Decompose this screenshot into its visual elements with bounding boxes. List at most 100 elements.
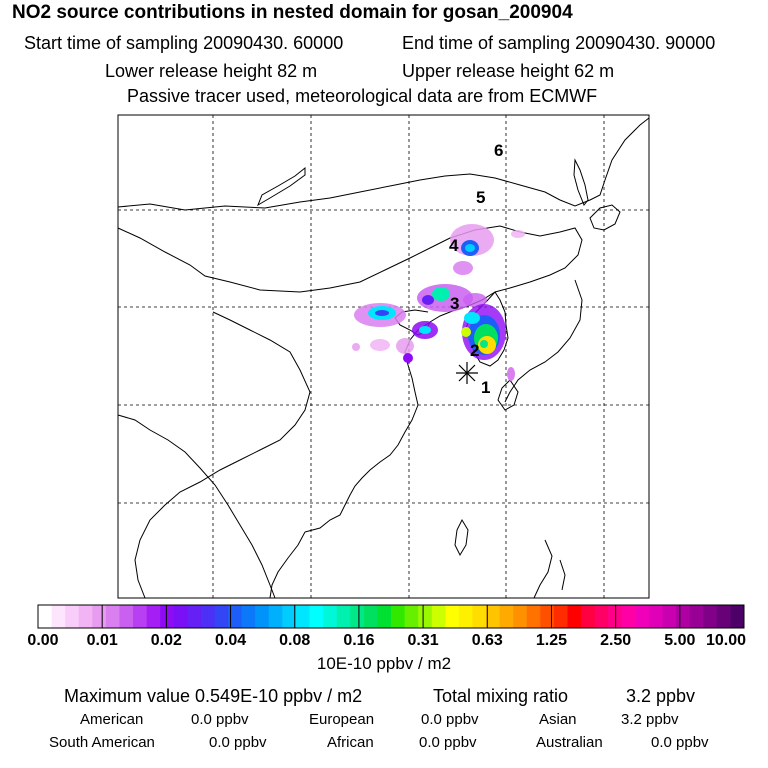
source-blob xyxy=(507,367,515,381)
northern-border xyxy=(117,225,583,293)
source-blob xyxy=(422,295,434,305)
trajectory-label: 1 xyxy=(481,378,490,397)
source-blob xyxy=(370,339,390,351)
colorbar-swatch xyxy=(621,605,636,628)
colorbar-tick-label: 0.04 xyxy=(215,632,246,649)
colorbar-swatch xyxy=(486,605,501,628)
colorbar-unit: 10E-10 ppbv / m2 xyxy=(316,654,452,673)
colorbar-swatch xyxy=(65,605,80,628)
region-name: American xyxy=(80,711,144,728)
colorbar-swatch xyxy=(160,605,175,628)
sea-coast xyxy=(304,291,496,533)
colorbar-swatch xyxy=(540,605,555,628)
source-blob xyxy=(511,230,525,238)
source-blob xyxy=(419,326,431,334)
source-blob xyxy=(396,338,414,354)
total-mixing-label: Total mixing ratio xyxy=(433,686,569,706)
colorbar-swatch xyxy=(268,605,283,628)
tracer-note: Passive tracer used, meteorological data… xyxy=(127,86,598,106)
colorbar-swatch xyxy=(295,605,311,628)
colorbar-swatch xyxy=(173,605,188,628)
southwest-border xyxy=(117,414,276,599)
colorbar-swatch xyxy=(119,605,134,628)
colorbar-tick-label: 2.50 xyxy=(600,632,631,649)
colorbar-swatch xyxy=(255,605,270,628)
colorbar-swatch xyxy=(458,605,473,628)
source-blob xyxy=(461,327,471,337)
upper-release-height: Upper release height 62 m xyxy=(402,61,615,81)
source-blob xyxy=(480,340,488,348)
total-mixing-value: 3.2 ppbv xyxy=(626,686,696,706)
colorbar-swatch xyxy=(526,605,541,628)
colorbar-swatch xyxy=(92,605,107,628)
colorbar-swatch xyxy=(133,605,148,628)
colorbar-swatch xyxy=(472,605,487,628)
trajectory-label: 3 xyxy=(450,294,459,313)
region-name: African xyxy=(327,734,374,751)
colorbar-swatch xyxy=(730,605,745,628)
colorbar-swatch xyxy=(567,605,582,628)
colorbar-swatch xyxy=(38,605,53,628)
colorbar-swatch xyxy=(187,605,202,628)
region-value: 0.0 ppbv xyxy=(419,734,477,751)
trajectory-markers: 1 2 3 4 5 6 xyxy=(449,141,503,397)
colorbar-tick-label: 0.01 xyxy=(87,632,118,649)
colorbar-swatch xyxy=(350,605,365,628)
colorbar-tick-label: 5.00 xyxy=(664,632,695,649)
colorbar-swatch xyxy=(676,605,691,628)
vietnam-coast xyxy=(269,531,306,599)
source-blob xyxy=(403,353,413,363)
region-value: 3.2 ppbv xyxy=(621,711,679,728)
chart-title: NO2 source contributions in nested domai… xyxy=(12,2,573,23)
region-name: Asian xyxy=(539,711,577,728)
colorbar-tick-label: 0.02 xyxy=(151,632,182,649)
lake-baikal xyxy=(256,166,306,207)
taiwan xyxy=(454,518,469,557)
source-blob xyxy=(465,244,475,252)
lower-release-height: Lower release height 82 m xyxy=(105,61,318,81)
colorbar-swatch xyxy=(214,605,229,628)
max-value: Maximum value 0.549E-10 ppbv / m2 xyxy=(64,686,363,706)
colorbar-swatches xyxy=(37,604,745,629)
region-name: European xyxy=(309,711,375,728)
trajectory-label: 5 xyxy=(476,188,485,207)
colorbar-swatch xyxy=(78,605,93,628)
colorbar-tick-label: 1.25 xyxy=(536,632,567,649)
source-blob xyxy=(464,312,480,324)
colorbar-swatch xyxy=(51,605,66,628)
colorbar-ticks: 0.00 0.01 0.02 0.04 0.08 0.16 0.31 0.63 1.25 2.50… xyxy=(27,605,746,649)
colorbar-swatch xyxy=(282,605,297,628)
trajectory-label: 6 xyxy=(494,141,503,160)
russia-coast xyxy=(117,117,650,211)
colorbar-swatch xyxy=(336,605,351,628)
philippines xyxy=(533,539,566,599)
colorbar-tick-label: 0.08 xyxy=(279,632,310,649)
colorbar-swatch xyxy=(323,605,338,628)
japan-hokkaido xyxy=(589,204,621,231)
coastlines xyxy=(117,117,650,599)
region-name: South American xyxy=(49,734,155,751)
japan-kyushu xyxy=(497,379,519,411)
colorbar-swatch xyxy=(391,605,406,628)
colorbar-swatch xyxy=(228,605,243,628)
source-blob xyxy=(375,310,389,316)
colorbar-swatch xyxy=(418,605,433,628)
colorbar-tick-label: 0.00 xyxy=(27,632,58,649)
colorbar-tick-label: 0.63 xyxy=(472,632,503,649)
colorbar-swatch xyxy=(499,605,514,628)
colorbar-swatch xyxy=(716,605,731,628)
region-value: 0.0 ppbv xyxy=(651,734,709,751)
colorbar-swatch xyxy=(581,605,596,628)
colorbar-swatch xyxy=(431,605,446,628)
contribution-field xyxy=(352,224,525,381)
sakhalin xyxy=(573,158,589,206)
colorbar-swatch xyxy=(363,605,378,628)
map-frame xyxy=(117,114,650,599)
inland-border xyxy=(134,311,311,599)
colorbar-swatch xyxy=(513,605,528,628)
colorbar-swatch xyxy=(594,605,609,628)
colorbar-swatch xyxy=(635,605,650,628)
colorbar-swatch xyxy=(445,605,460,628)
